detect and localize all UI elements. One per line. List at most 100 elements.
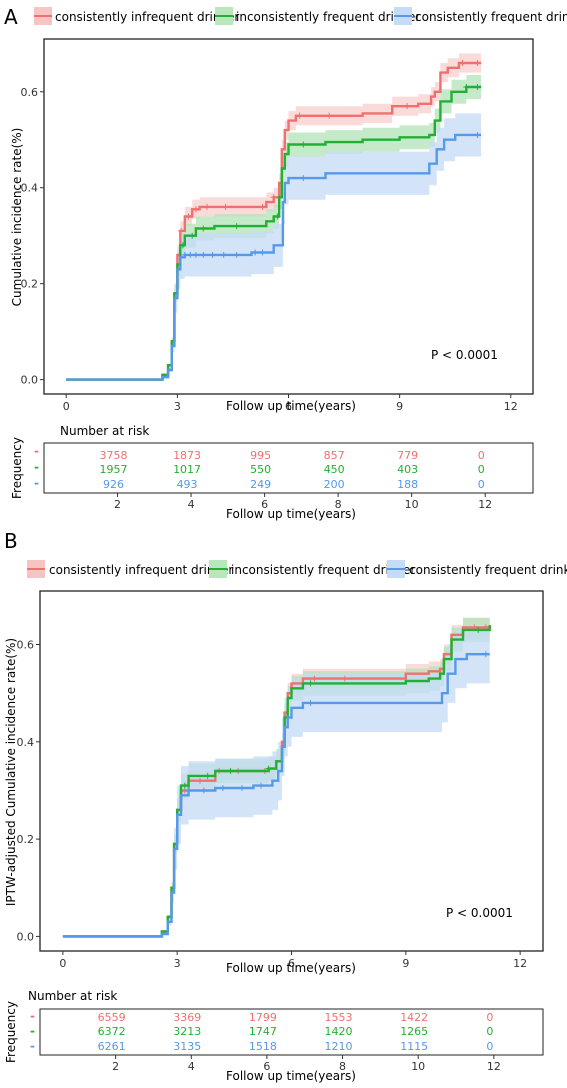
panel-label: A [4,5,18,29]
y-tick-label: 0.2 [17,833,35,846]
x-tick-label: 9 [402,957,409,970]
x-axis-label: Follow up time(years) [226,961,356,975]
x-tick-label: 6 [288,957,295,970]
risk-count: 188 [397,478,418,491]
risk-table-title: Number at risk [28,989,117,1003]
censor-mark [274,213,281,220]
censor-mark [181,782,188,789]
censor-mark [404,103,411,110]
confidence-band [66,75,482,380]
x-tick-label: 0 [63,400,70,413]
legend-label: consistently infrequent drinker [49,563,233,577]
censor-mark [197,777,204,784]
risk-x-tick-label: 2 [112,1060,119,1073]
risk-row-symbol: - [30,1024,35,1038]
risk-table-x-label: Follow up time(years) [226,1069,356,1083]
risk-count: 0 [478,463,485,476]
risk-count: 3135 [173,1040,201,1053]
censor-mark [227,768,234,774]
y-tick-label: 0.6 [21,86,39,99]
censor-mark [307,680,314,687]
axes: 0 3 6 9 12 0.0 0.2 0.4 0.6 [17,639,528,970]
censor-mark [200,251,207,258]
risk-count: 1747 [249,1025,277,1038]
y-tick-label: 0.4 [21,182,39,195]
y-tick-label: 0.6 [17,639,35,652]
risk-count: 1265 [400,1025,428,1038]
risk-count: 3213 [173,1025,201,1038]
censor-mark [200,787,207,794]
censor-mark [178,227,185,234]
risk-x-tick-label: 6 [263,1060,270,1073]
risk-x-tick-label: 12 [478,498,492,511]
plot-area [66,53,482,381]
legend-item: inconsistently frequent drinker [209,560,415,578]
legend-item: consistently infrequent drinker [34,7,239,25]
censor-mark [307,699,314,706]
censor-mark [222,203,229,210]
risk-count: 200 [324,478,345,491]
risk-count: 6261 [98,1040,126,1053]
censor-mark [200,225,207,232]
risk-count: 6372 [98,1025,126,1038]
censor-mark [482,651,489,658]
risk-table-frame [39,1008,544,1056]
censor-mark [220,251,227,258]
risk-table-frame [43,442,534,494]
legend: consistently infrequent drinker inconsis… [27,560,567,578]
risk-count: 1873 [173,449,201,462]
risk-row-symbol: - [30,1009,35,1023]
risk-count: 0 [486,1025,493,1038]
panel-a: A consistently infrequent drinker incons… [4,5,567,521]
risk-count: 450 [324,463,345,476]
risk-row-symbols: - - - [30,1009,35,1053]
legend: consistently infrequent drinker inconsis… [34,7,567,25]
risk-row-symbol: - [34,444,39,458]
censor-mark [265,765,272,772]
series-line [66,133,482,381]
risk-x-tick-label: 10 [411,1060,425,1073]
censor-mark [300,141,307,148]
risk-count: 0 [486,1011,493,1024]
censor-mark [475,626,482,633]
risk-count: 1799 [249,1011,277,1024]
legend-item: consistently frequent drinker [394,7,567,25]
risk-x-tick-label: 8 [339,1060,346,1073]
y-axis-label: IPTW-adjusted Cumulative incidence rate(… [4,638,18,906]
legend-label: consistently frequent drinker [409,563,567,577]
x-tick-label: 12 [513,957,527,970]
risk-count: 3369 [173,1011,201,1024]
censor-mark [311,675,318,682]
risk-row-symbols: - - - [34,444,39,490]
risk-x-tick-label: 4 [188,1060,195,1073]
y-tick-label: 0.2 [21,278,39,291]
x-tick-label: 12 [504,400,518,413]
censor-mark [181,251,188,258]
legend-item: consistently infrequent drinker [27,560,233,578]
risk-table-axis: 2 4 6 8 10 12 [112,1055,501,1073]
risk-row-symbol: - [34,460,39,474]
risk-x-tick-label: 12 [487,1060,501,1073]
risk-count: 6559 [98,1011,126,1024]
risk-table-y-label: Frequency [4,1001,18,1063]
legend-label: consistently infrequent drinker [55,10,239,24]
risk-x-tick-label: 4 [188,498,195,511]
risk-count: 1518 [249,1040,277,1053]
risk-count: 403 [397,463,418,476]
x-tick-label: 3 [174,400,181,413]
series-line [62,653,490,938]
censor-mark [296,112,303,119]
risk-count: 779 [397,449,418,462]
legend-label: inconsistently frequent drinker [236,10,420,24]
y-axis-label: Cumulative incidence rate(%) [10,128,24,307]
censor-mark [209,251,216,258]
risk-count: 1422 [400,1011,428,1024]
x-tick-label: 6 [285,400,292,413]
risk-count: 550 [250,463,271,476]
x-tick-label: 9 [396,400,403,413]
risk-table-axis: 2 4 6 8 10 12 [114,493,492,511]
risk-count: 1957 [100,463,128,476]
risk-count: 249 [250,478,271,491]
censor-mark [233,223,240,230]
plot-area [62,612,491,938]
